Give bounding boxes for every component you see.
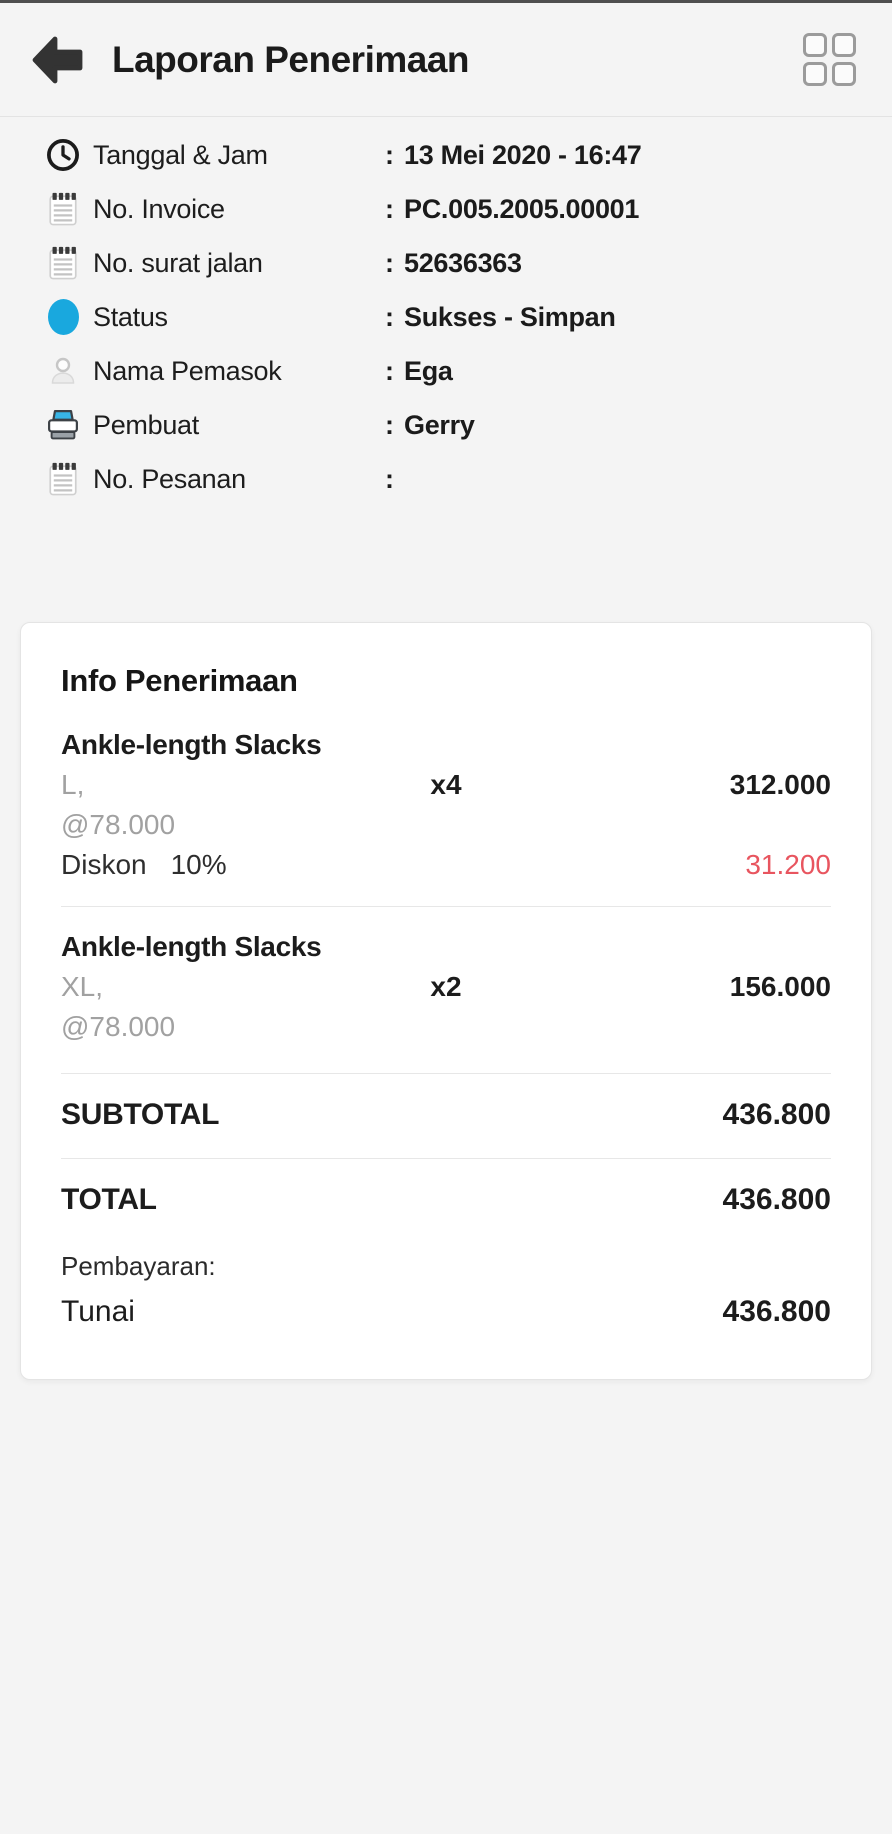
person-icon (44, 349, 82, 393)
divider (61, 1158, 831, 1159)
info-value: 13 Mei 2020 - 16:47 (404, 139, 642, 170)
subtotal-label: SUBTOTAL (61, 1098, 220, 1131)
subtotal-row: SUBTOTAL 436.800 (61, 1098, 831, 1132)
item-qty: x4 (430, 769, 462, 800)
info-row-surat-jalan: No. surat jalan : 52636363 (44, 236, 892, 290)
printer-icon (44, 403, 82, 447)
clock-icon (44, 133, 82, 177)
back-arrow-icon (32, 36, 83, 83)
total-row: TOTAL 436.800 (61, 1183, 831, 1217)
info-label: No. Invoice (93, 193, 225, 224)
info-value: Sukses - Simpan (404, 301, 616, 332)
item-variant: L, (61, 769, 85, 800)
notepad-icon (44, 457, 82, 501)
total-value: 436.800 (722, 1183, 831, 1216)
info-row-pembuat: Pembuat : Gerry (44, 398, 892, 452)
item-name: Ankle-length Slacks (61, 931, 322, 962)
item-unit-price: @78.000 (61, 809, 176, 840)
info-value: 52636363 (404, 247, 522, 278)
receipt-item: Ankle-length Slacks L, x4 312.000 @78.00… (61, 725, 831, 885)
payment-section-label: Pembayaran: (61, 1251, 216, 1281)
payment-row: Tunai 436.800 (61, 1295, 831, 1329)
item-amount: 312.000 (729, 769, 831, 800)
item-detail-row: L, x4 312.000 (61, 765, 831, 805)
notepad-icon (44, 187, 82, 231)
status-dot-icon (44, 295, 82, 339)
notepad-icon (44, 241, 82, 285)
info-colon: : (385, 463, 394, 494)
info-label: Nama Pemasok (93, 355, 282, 386)
info-colon: : (385, 247, 394, 278)
discount-label: Diskon (61, 849, 147, 880)
info-colon: : (385, 301, 394, 332)
info-colon: : (385, 139, 394, 170)
subtotal-value: 436.800 (722, 1098, 831, 1131)
card-title: Info Penerimaan (61, 663, 298, 698)
info-row-pemasok: Nama Pemasok : Ega (44, 344, 892, 398)
page-title: Laporan Penerimaan (112, 38, 470, 80)
divider (61, 906, 831, 907)
receipt-item: Ankle-length Slacks XL, x2 156.000 @78.0… (61, 927, 831, 1047)
item-name: Ankle-length Slacks (61, 729, 322, 760)
info-row-tanggal: Tanggal & Jam : 13 Mei 2020 - 16:47 (44, 128, 892, 182)
total-label: TOTAL (61, 1183, 157, 1216)
item-detail-row: XL, x2 156.000 (61, 967, 831, 1007)
back-button[interactable] (28, 32, 92, 88)
info-colon: : (385, 355, 394, 386)
info-label: No. Pesanan (93, 463, 246, 494)
item-discount-row: Diskon 10% 31.200 (61, 845, 831, 885)
info-colon: : (385, 409, 394, 440)
menu-grid-button[interactable] (803, 33, 856, 86)
divider (61, 1073, 831, 1074)
receipt-card: Info Penerimaan Ankle-length Slacks L, x… (20, 622, 872, 1380)
info-value: PC.005.2005.00001 (404, 193, 640, 224)
info-value: Ega (404, 355, 453, 386)
info-label: Status (93, 301, 168, 332)
info-label: Pembuat (93, 409, 199, 440)
grid-icon (803, 33, 856, 86)
item-variant: XL, (61, 971, 104, 1002)
payment-amount: 436.800 (722, 1295, 831, 1328)
info-label: No. surat jalan (93, 247, 263, 278)
discount-percent: 10% (170, 849, 227, 880)
info-row-status: Status : Sukses - Simpan (44, 290, 892, 344)
item-qty: x2 (430, 971, 462, 1002)
info-row-pesanan: No. Pesanan : (44, 452, 892, 506)
info-row-invoice: No. Invoice : PC.005.2005.00001 (44, 182, 892, 236)
info-label: Tanggal & Jam (93, 139, 268, 170)
top-edge-bar (0, 0, 892, 3)
info-colon: : (385, 193, 394, 224)
info-list: Tanggal & Jam : 13 Mei 2020 - 16:47 No. (0, 117, 892, 506)
info-value: Gerry (404, 409, 475, 440)
payment-method: Tunai (61, 1295, 135, 1328)
item-unit-price: @78.000 (61, 1011, 176, 1042)
header-bar: Laporan Penerimaan (0, 3, 892, 117)
item-amount: 156.000 (729, 971, 831, 1002)
discount-amount: 31.200 (745, 849, 831, 880)
